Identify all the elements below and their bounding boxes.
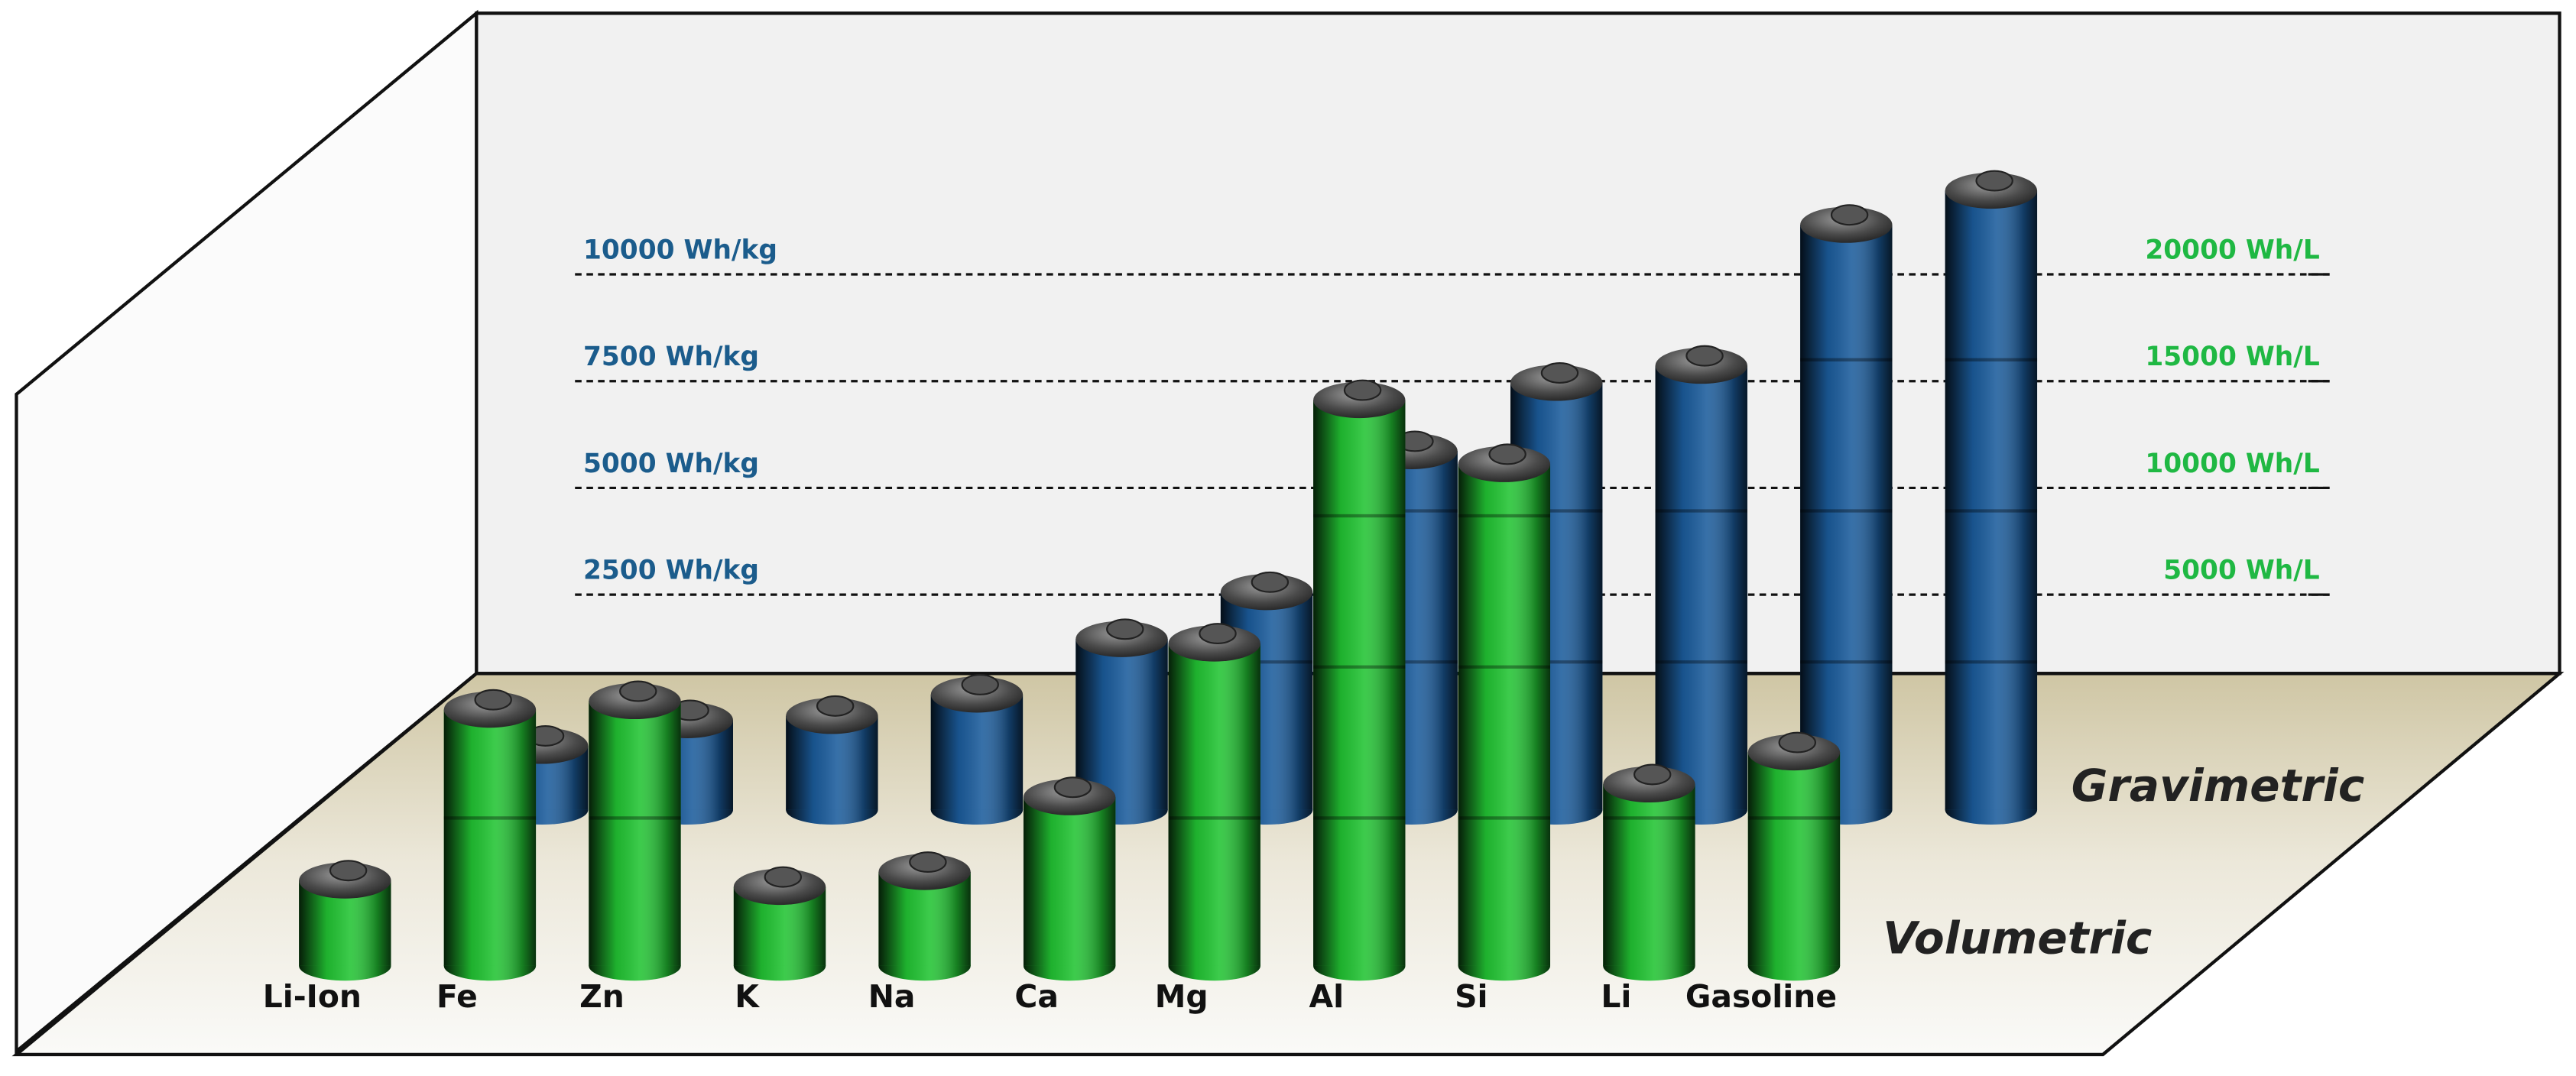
x-tick-label: K [735, 978, 760, 1015]
x-tick-label: Si [1455, 978, 1488, 1015]
bar-cap-knob [961, 673, 999, 695]
x-tick-label: Mg [1155, 978, 1209, 1015]
bar-cap-knob [764, 866, 803, 888]
bar-shade [1747, 752, 1841, 966]
bar-shade [1655, 365, 1747, 810]
labels: 2500 Wh/kg 5000 Wh/kg 7500 Wh/kg 10000 Wh/k… [263, 235, 2365, 1014]
bars [299, 170, 2038, 981]
bar-shade [930, 694, 1024, 810]
bar-cap-knob [816, 695, 855, 717]
bar-cap-knob [909, 851, 947, 873]
bar-cap-knob [1488, 443, 1526, 465]
series-label: Gravimetric [2072, 760, 2365, 812]
y-tick-label: 7500 Wh/kg [583, 342, 759, 372]
bar-cap-knob [329, 860, 368, 882]
x-tick-label: Fe [436, 978, 478, 1015]
bar-cap-knob [1685, 345, 1724, 367]
x-tick-label: Zn [579, 978, 625, 1015]
bar-cap-knob [1830, 204, 1869, 226]
bar-cap-knob [1106, 618, 1144, 640]
series-label: Volumetric [1883, 912, 2152, 964]
bar-shade [1945, 190, 2038, 810]
bar-cap-knob [619, 680, 657, 702]
bar-cap-knob [1199, 623, 1237, 645]
y2-tick-label: 15000 Wh/L [2145, 342, 2319, 372]
x-tick-label: Gasoline [1685, 978, 1837, 1015]
bar-cap-knob [1633, 763, 1672, 786]
y2-tick-label: 20000 Wh/L [2145, 235, 2319, 265]
bar-shade [1313, 400, 1406, 966]
bar-cap-knob [1975, 170, 2013, 192]
y-tick-label: 5000 Wh/kg [583, 449, 759, 479]
bar-shade [589, 701, 681, 966]
bar-cap-knob [1343, 379, 1382, 401]
bar-shade [1168, 643, 1260, 966]
x-tick-label: Al [1309, 978, 1344, 1015]
y-tick-label: 2500 Wh/kg [583, 556, 759, 586]
y-tick-label: 10000 Wh/kg [583, 235, 777, 265]
bar-cap-knob [1778, 731, 1816, 754]
y2-tick-label: 10000 Wh/L [2145, 449, 2319, 479]
bar-cap-knob [474, 689, 512, 711]
bar-shade [1023, 797, 1116, 966]
bar-shade [1458, 464, 1551, 966]
bar-shade [443, 709, 537, 966]
x-tick-label: Na [868, 978, 916, 1015]
bar-cap-knob [1251, 571, 1290, 593]
y2-tick-label: 5000 Wh/L [2163, 556, 2320, 586]
bar-cap-knob [1053, 776, 1092, 799]
bar-cap-knob [1540, 362, 1579, 384]
x-tick-label: Li [1601, 978, 1631, 1015]
bar-shade [1603, 784, 1695, 966]
x-tick-label: Ca [1014, 978, 1059, 1015]
x-tick-label: Li-Ion [263, 978, 362, 1015]
bar-shade [1800, 225, 1893, 810]
